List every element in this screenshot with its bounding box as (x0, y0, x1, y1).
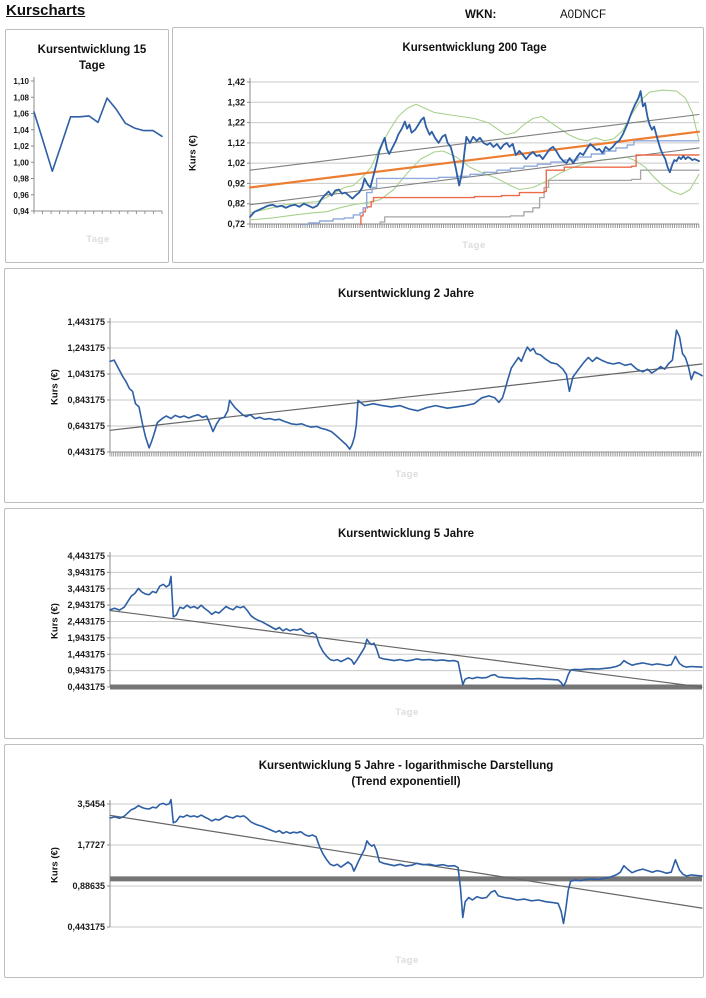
svg-text:0,443175: 0,443175 (67, 922, 105, 932)
y-axis-label: Kurs (€) (187, 135, 199, 171)
wkn-label: WKN: (465, 9, 497, 21)
svg-text:0,443175: 0,443175 (67, 682, 105, 692)
svg-text:1,00: 1,00 (13, 158, 29, 167)
svg-text:4,443175: 4,443175 (67, 551, 105, 561)
svg-text:1,02: 1,02 (13, 142, 29, 151)
chart-canvas-5-jahre-log: 3,5454 1,7727 0,88635 0,443175 (67, 798, 703, 932)
svg-text:1,22: 1,22 (227, 118, 245, 128)
svg-text:0,643175: 0,643175 (67, 421, 105, 431)
svg-text:0,82: 0,82 (227, 199, 245, 209)
svg-text:1,08: 1,08 (13, 93, 29, 102)
chart-box-200-tage: 1,42 1,32 1,22 1,12 1,02 0,92 0,82 0,72 Kursent… (172, 27, 704, 263)
svg-text:0,443175: 0,443175 (67, 447, 105, 457)
chart-title-line2: (Trend exponentiell) (351, 776, 461, 788)
svg-text:1,043175: 1,043175 (67, 369, 105, 379)
svg-text:2,443175: 2,443175 (67, 617, 105, 627)
svg-text:1,7727: 1,7727 (77, 840, 105, 850)
y-axis-label: Kurs (€) (49, 603, 61, 639)
page-title: Kurscharts (6, 2, 86, 19)
x-axis-watermark-tage: Tage (395, 707, 419, 718)
chart-title-5-jahre: Kursentwicklung 5 Jahre (337, 528, 475, 540)
svg-text:1,02: 1,02 (227, 158, 245, 168)
chart-title-200-tage: Kursentwicklung 200 Tage (402, 42, 547, 54)
svg-text:0,94: 0,94 (13, 207, 29, 216)
y-axis-label: Kurs (€) (49, 369, 61, 405)
chart-canvas-15-tage: 1,10 1,08 1,06 1,04 1,02 1,00 0,98 0,96 0,94 (13, 77, 163, 216)
chart-title-2-jahre: Kursentwicklung 2 Jahre (337, 288, 475, 300)
svg-text:0,843175: 0,843175 (67, 395, 105, 405)
y-axis-label: Kurs (€) (49, 847, 61, 883)
svg-text:0,96: 0,96 (13, 191, 29, 200)
x-axis-watermark-tage: Tage (395, 469, 419, 480)
svg-text:0,943175: 0,943175 (67, 666, 105, 676)
svg-text:1,12: 1,12 (227, 138, 245, 148)
chart-title-line1: Kursentwicklung 5 Jahre - logarithmische… (258, 760, 554, 772)
svg-text:0,72: 0,72 (227, 219, 245, 229)
x-axis-watermark-tage: Tage (86, 234, 110, 245)
svg-text:1,943175: 1,943175 (67, 633, 105, 643)
chart-canvas-5-jahre: 4,443175 3,943175 3,443175 2,943175 2,443175… (67, 551, 703, 692)
svg-text:1,10: 1,10 (13, 77, 29, 86)
svg-text:1,243175: 1,243175 (67, 343, 105, 353)
chart-box-2-jahre: 1,443175 1,243175 1,043175 0,843175 0,643175… (4, 268, 704, 503)
svg-text:0,88635: 0,88635 (72, 881, 105, 891)
svg-text:3,943175: 3,943175 (67, 567, 105, 577)
chart-title-5-jahre-log: Kursentwicklung 5 Jahre - logarithmische… (110, 758, 702, 790)
chart-box-5-jahre-log: 3,5454 1,7727 0,88635 0,443175 Kursentwickl… (4, 744, 704, 978)
svg-text:1,06: 1,06 (13, 110, 29, 119)
svg-text:1,32: 1,32 (227, 97, 245, 107)
svg-text:0,98: 0,98 (13, 175, 29, 184)
svg-text:1,04: 1,04 (13, 126, 29, 135)
wkn-value: A0DNCF (560, 9, 607, 21)
x-axis-watermark-tage: Tage (462, 240, 486, 251)
svg-text:2,943175: 2,943175 (67, 600, 105, 610)
chart-canvas-200-tage: 1,42 1,32 1,22 1,12 1,02 0,92 0,82 0,72 (227, 77, 700, 229)
svg-text:1,443175: 1,443175 (67, 317, 105, 327)
chart-canvas-2-jahre: 1,443175 1,243175 1,043175 0,843175 0,643175… (67, 317, 703, 457)
svg-text:3,443175: 3,443175 (67, 584, 105, 594)
svg-text:0,92: 0,92 (227, 178, 245, 188)
svg-text:1,42: 1,42 (227, 77, 245, 87)
x-axis-watermark-tage: Tage (395, 955, 419, 966)
chart-box-15-tage: 1,10 1,08 1,06 1,04 1,02 1,00 0,98 0,96 0,94 Kur… (5, 29, 169, 263)
chart-title-15-tage: Kursentwicklung 15 Tage (37, 44, 147, 72)
chart-box-5-jahre: 4,443175 3,943175 3,443175 2,943175 2,443175… (4, 508, 704, 739)
svg-text:1,443175: 1,443175 (67, 649, 105, 659)
svg-text:3,5454: 3,5454 (77, 799, 105, 809)
